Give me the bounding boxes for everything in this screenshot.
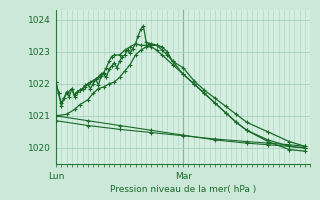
- X-axis label: Pression niveau de la mer( hPa ): Pression niveau de la mer( hPa ): [110, 185, 256, 194]
